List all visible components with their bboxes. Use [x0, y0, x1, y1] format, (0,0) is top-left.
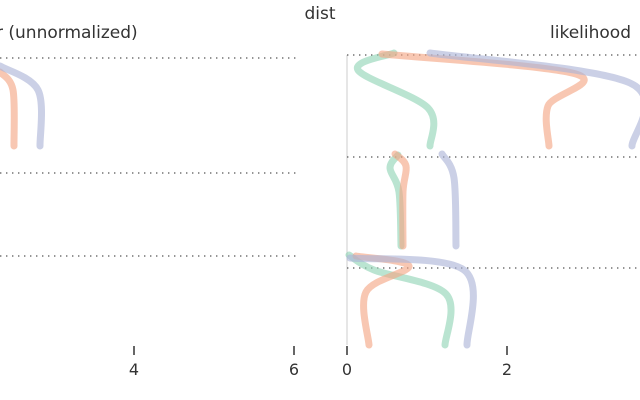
left-panel-title: r (unnormalized)	[0, 23, 138, 43]
right-density-curve	[426, 49, 640, 150]
x-tick-label: 2	[502, 360, 512, 379]
left-density-curve	[0, 62, 45, 150]
x-tick-label: 4	[129, 360, 139, 379]
right-density-curve	[346, 254, 477, 349]
right-density-curve	[378, 50, 588, 150]
left-density-curve	[0, 68, 18, 150]
x-tick-label: 6	[289, 360, 299, 379]
left-panel-curves	[0, 62, 45, 150]
figure-super-title: dist	[304, 4, 335, 24]
left-panel-guides	[0, 57, 296, 257]
right-x-axis: 0 2	[342, 346, 512, 379]
right-density-curve	[391, 150, 410, 250]
left-x-axis: 4 6	[129, 346, 299, 379]
right-panel-curves	[345, 49, 640, 349]
right-density-curve	[354, 49, 438, 150]
right-density-curve	[438, 150, 460, 250]
right-panel-title: likelihood	[550, 23, 631, 43]
x-tick-label: 0	[342, 360, 352, 379]
